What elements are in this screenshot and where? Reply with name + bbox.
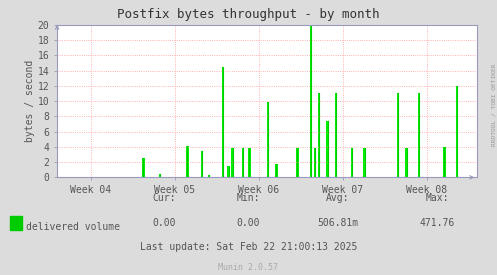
- Text: delivered volume: delivered volume: [26, 222, 120, 232]
- Text: Max:: Max:: [425, 193, 449, 203]
- Text: RRDTOOL / TOBI OETIKER: RRDTOOL / TOBI OETIKER: [491, 63, 496, 146]
- Text: Avg:: Avg:: [326, 193, 350, 203]
- Text: Min:: Min:: [237, 193, 260, 203]
- Text: Postfix bytes throughput - by month: Postfix bytes throughput - by month: [117, 8, 380, 21]
- Y-axis label: bytes / second: bytes / second: [25, 60, 35, 142]
- Text: 0.00: 0.00: [237, 218, 260, 227]
- Text: Munin 2.0.57: Munin 2.0.57: [219, 263, 278, 271]
- Text: 471.76: 471.76: [420, 218, 455, 227]
- Text: Last update: Sat Feb 22 21:00:13 2025: Last update: Sat Feb 22 21:00:13 2025: [140, 242, 357, 252]
- Text: 0.00: 0.00: [152, 218, 176, 227]
- Text: Cur:: Cur:: [152, 193, 176, 203]
- Text: 506.81m: 506.81m: [318, 218, 358, 227]
